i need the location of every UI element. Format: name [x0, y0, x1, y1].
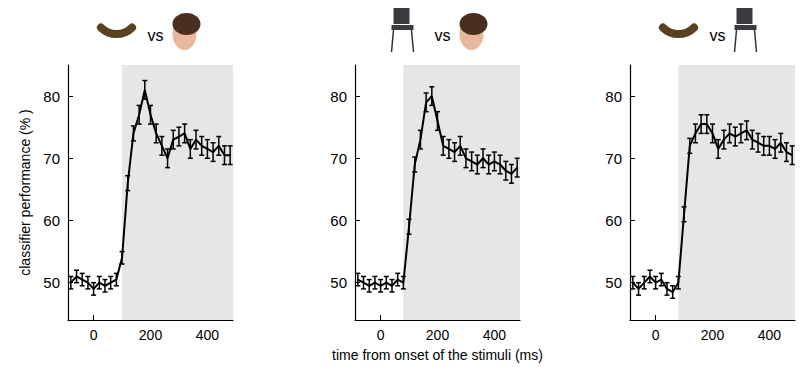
svg-text:0: 0 [90, 327, 98, 343]
svg-text:0: 0 [652, 327, 660, 343]
svg-text:200: 200 [426, 327, 450, 343]
svg-text:80: 80 [605, 88, 622, 105]
svg-text:60: 60 [43, 212, 60, 229]
svg-text:vs: vs [710, 27, 726, 44]
svg-text:80: 80 [43, 88, 60, 105]
svg-text:60: 60 [605, 212, 622, 229]
svg-text:400: 400 [196, 327, 220, 343]
svg-text:classifier performance (% ): classifier performance (% ) [17, 109, 33, 276]
svg-text:80: 80 [330, 88, 347, 105]
svg-text:60: 60 [330, 212, 347, 229]
svg-text:70: 70 [605, 150, 622, 167]
svg-text:70: 70 [330, 150, 347, 167]
svg-text:50: 50 [330, 274, 347, 291]
svg-text:0: 0 [377, 327, 385, 343]
svg-text:vs: vs [435, 27, 451, 44]
svg-text:50: 50 [43, 274, 60, 291]
svg-text:70: 70 [43, 150, 60, 167]
svg-text:400: 400 [483, 327, 507, 343]
svg-text:time from onset of the stimuli: time from onset of the stimuli (ms) [332, 347, 543, 363]
svg-text:50: 50 [605, 274, 622, 291]
svg-text:200: 200 [701, 327, 725, 343]
svg-text:400: 400 [758, 327, 782, 343]
svg-text:vs: vs [148, 27, 164, 44]
svg-text:200: 200 [139, 327, 163, 343]
